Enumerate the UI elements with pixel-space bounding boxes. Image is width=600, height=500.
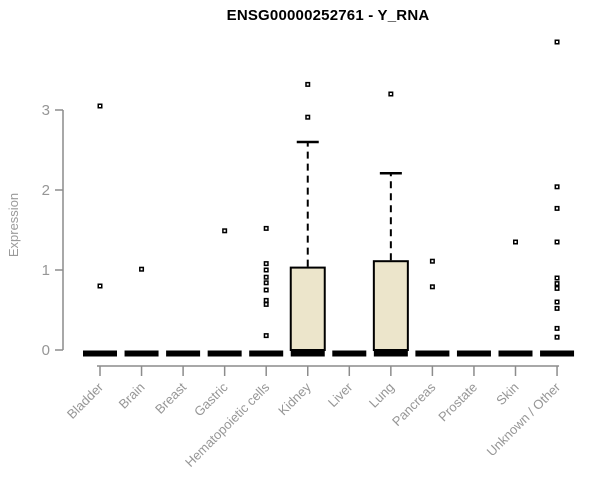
outlier-point-center bbox=[514, 241, 517, 243]
y-tick-label: 1 bbox=[42, 262, 50, 279]
outlier-point-center bbox=[265, 299, 268, 302]
outlier-point-center bbox=[265, 269, 268, 271]
outlier-point-center bbox=[556, 336, 559, 339]
outlier-point-center bbox=[556, 277, 559, 279]
x-tick-label: Gastric bbox=[191, 379, 231, 419]
outlier-point-center bbox=[556, 327, 559, 330]
outlier-point-center bbox=[265, 262, 268, 265]
outlier-point-center bbox=[265, 303, 268, 306]
outlier-point-center bbox=[265, 289, 268, 291]
outlier-point-center bbox=[99, 105, 101, 107]
y-tick-label: 2 bbox=[42, 182, 50, 199]
y-tick-label: 3 bbox=[42, 102, 50, 119]
box bbox=[289, 266, 326, 352]
x-tick-label: Skin bbox=[493, 380, 521, 408]
outlier-point-center bbox=[389, 93, 392, 95]
outlier-point-center bbox=[556, 307, 559, 310]
outlier-point-center bbox=[265, 281, 268, 284]
chart-title: ENSG00000252761 - Y_RNA bbox=[226, 7, 430, 24]
outlier-point-center bbox=[99, 285, 101, 287]
outlier-point-center bbox=[556, 287, 559, 290]
outlier-point-center bbox=[556, 185, 559, 188]
x-tick-label: Unknown / Other bbox=[484, 379, 564, 459]
outlier-point-center bbox=[556, 282, 559, 285]
outlier-point-center bbox=[223, 229, 226, 232]
x-tick-label: Brain bbox=[116, 380, 148, 412]
outlier-point-center bbox=[306, 83, 309, 86]
x-tick-label: Kidney bbox=[275, 379, 314, 418]
outlier-point-center bbox=[556, 301, 559, 303]
outlier-point-center bbox=[140, 268, 143, 271]
x-tick-label: Bladder bbox=[64, 379, 107, 422]
y-tick-label: 0 bbox=[42, 342, 50, 359]
x-tick-label: Lung bbox=[366, 380, 397, 411]
outlier-point-center bbox=[556, 241, 559, 243]
x-tick-label: Liver bbox=[325, 379, 356, 410]
outlier-point-center bbox=[556, 207, 559, 210]
x-tick-label: Prostate bbox=[435, 380, 480, 425]
x-tick-label: Pancreas bbox=[389, 379, 439, 429]
outlier-point-center bbox=[306, 116, 309, 119]
outlier-point-center bbox=[265, 227, 268, 230]
outlier-point-center bbox=[431, 285, 434, 288]
outlier-point-center bbox=[265, 276, 268, 279]
x-tick-label: Breast bbox=[152, 379, 189, 416]
outlier-point-center bbox=[431, 260, 434, 263]
box bbox=[372, 260, 409, 352]
outlier-point-center bbox=[265, 334, 268, 337]
outlier-point-center bbox=[556, 41, 559, 43]
